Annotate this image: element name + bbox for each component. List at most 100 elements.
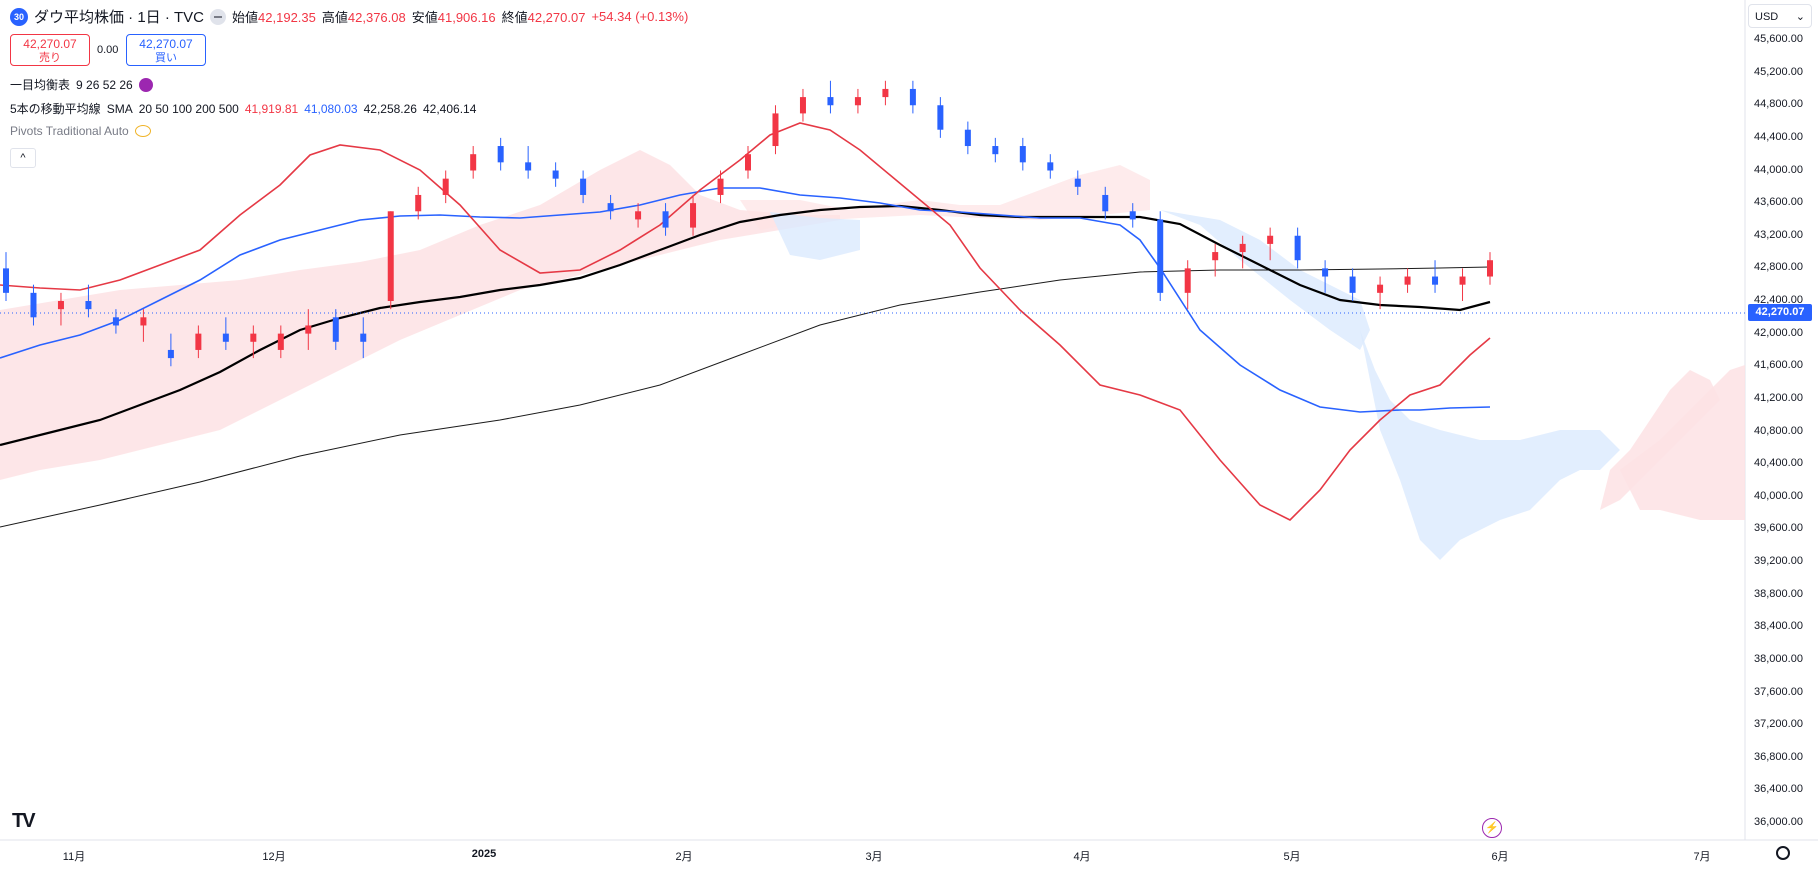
price-tick: 42,400.00	[1754, 294, 1803, 306]
candle-body	[1322, 268, 1329, 277]
price-tick: 38,400.00	[1754, 620, 1803, 633]
sma20-line	[0, 122, 1491, 521]
sma200-line	[0, 266, 1491, 528]
spread-value: 0.00	[97, 44, 119, 56]
sell-button[interactable]: 42,270.07 売り	[10, 34, 90, 66]
candle-body	[909, 88, 916, 106]
ohlc-values: 始値42,192.35 高値42,376.08 安値41,906.16 終値42,27…	[232, 7, 585, 26]
candle-body	[1239, 243, 1246, 253]
price-tick: 37,600.00	[1754, 685, 1803, 698]
price-tick: 43,600.00	[1754, 196, 1803, 209]
current-price-label: 42,270.07	[1748, 304, 1812, 321]
candle-body	[57, 301, 64, 310]
candle-body	[497, 146, 504, 163]
ichimoku-label: 一目均衡表	[10, 78, 71, 92]
candle-body	[1129, 211, 1136, 220]
time-tick: 7月	[1693, 851, 1711, 863]
candle-body	[1459, 276, 1466, 285]
price-tick: 44,800.00	[1754, 98, 1803, 111]
ma-type: SMA	[106, 101, 133, 116]
currency-label: USD	[1755, 11, 1779, 23]
currency-select[interactable]: USD ⌄	[1748, 4, 1812, 28]
price-tick: 41,600.00	[1754, 359, 1803, 372]
lightning-icon[interactable]: ⚡	[1482, 818, 1502, 838]
price-tick: 40,000.00	[1754, 489, 1803, 502]
price-tick: 42,800.00	[1754, 261, 1803, 274]
candle-body	[827, 97, 834, 106]
symbol-header: 30 ダウ平均株価 · 1日 · TVC 始値42,192.35 高値42,376…	[10, 6, 688, 27]
ichimoku-legend[interactable]: 一目均衡表 9 26 52 26	[10, 76, 153, 93]
ma-value-4: 42,406.14	[422, 101, 477, 116]
sma100-line	[0, 204, 1491, 447]
candle-body	[195, 333, 202, 350]
ma-legend[interactable]: 5本の移動平均線 SMA 20 50 100 200 500 41,919.81…	[10, 100, 476, 117]
price-tick: 36,800.00	[1754, 750, 1803, 763]
candle-body	[964, 129, 971, 147]
hide-icon[interactable]	[210, 8, 227, 25]
candle-body	[525, 162, 532, 171]
candle-body	[167, 349, 174, 359]
candle-body	[85, 301, 92, 310]
buy-label: 買い	[155, 52, 177, 64]
candle-body	[415, 194, 422, 212]
candle-body	[1349, 276, 1356, 293]
ma-value-3: 42,258.26	[363, 101, 417, 116]
candle-body	[442, 178, 449, 195]
price-tick: 41,200.00	[1754, 391, 1803, 404]
candle-body	[1404, 276, 1411, 285]
collapse-legend-button[interactable]: ^	[10, 148, 36, 168]
chevron-down-icon: ⌄	[1795, 11, 1805, 23]
pivots-legend[interactable]: Pivots Traditional Auto	[10, 124, 151, 138]
price-tick: 44,000.00	[1754, 163, 1803, 176]
candle-body	[1019, 146, 1026, 163]
ma-value-1: 41,919.81	[244, 101, 299, 116]
price-tick: 44,400.00	[1754, 130, 1803, 143]
candle-body	[745, 154, 751, 171]
eye-slash-icon[interactable]	[134, 125, 151, 137]
time-tick: 3月	[865, 851, 883, 863]
price-tick: 37,200.00	[1754, 718, 1803, 731]
candle-body	[772, 113, 779, 147]
time-tick: 2025	[471, 848, 497, 860]
candle-body	[470, 154, 477, 171]
candle-body	[854, 97, 861, 106]
candle-body	[332, 317, 339, 342]
candle-body	[1267, 235, 1274, 244]
candles-group	[3, 80, 1493, 367]
candle-body	[3, 268, 9, 293]
candle-body	[799, 97, 806, 114]
price-tick: 40,800.00	[1754, 424, 1803, 437]
candle-body	[360, 333, 367, 342]
ohlc-value: 41,906.16	[437, 10, 496, 25]
candle-body	[140, 317, 147, 326]
price-tick: 40,400.00	[1754, 457, 1803, 470]
candle-body	[222, 333, 229, 342]
price-tick: 38,000.00	[1754, 652, 1803, 665]
candle-body	[1047, 162, 1054, 171]
ohlc-value: 42,192.35	[258, 10, 316, 25]
time-tick: 11月	[62, 851, 86, 863]
sell-label: 売り	[39, 52, 61, 64]
candle-body	[1212, 252, 1219, 261]
candle-body	[1074, 178, 1081, 187]
ma-label: 5本の移動平均線	[10, 102, 101, 116]
candle-body	[882, 88, 889, 98]
refresh-icon[interactable]	[138, 77, 153, 92]
tradingview-logo-icon[interactable]: TV	[12, 810, 36, 832]
ichimoku-params: 9 26 52 26	[76, 77, 133, 92]
price-tick: 36,400.00	[1754, 783, 1803, 796]
buy-price: 42,270.07	[139, 37, 193, 51]
ohlc-label: 安値	[411, 10, 438, 25]
candle-body	[277, 333, 284, 350]
gear-icon[interactable]	[1776, 846, 1790, 860]
candle-body	[387, 211, 394, 301]
price-tick: 45,600.00	[1754, 33, 1803, 45]
symbol-title[interactable]: ダウ平均株価 · 1日 · TVC	[34, 9, 205, 26]
time-tick: 4月	[1073, 851, 1091, 863]
candle-body	[1184, 268, 1191, 293]
buy-button[interactable]: 42,270.07 買い	[126, 34, 206, 66]
candle-body	[1432, 276, 1439, 285]
pivots-label: Pivots Traditional Auto	[10, 124, 129, 138]
ohlc-value: 42,376.08	[347, 10, 406, 25]
